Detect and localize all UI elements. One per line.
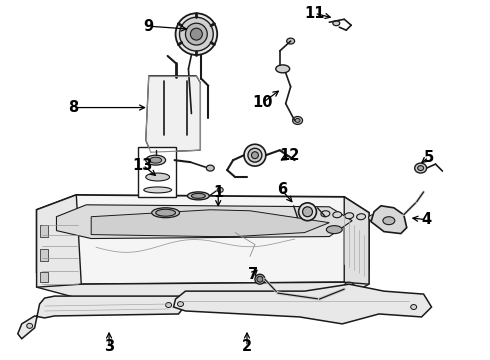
Bar [40,225,48,237]
Polygon shape [173,284,432,324]
Bar [40,272,48,282]
Ellipse shape [164,76,188,85]
Ellipse shape [298,203,317,221]
Polygon shape [37,195,81,287]
Ellipse shape [188,192,209,200]
Text: 6: 6 [277,183,287,197]
Text: 3: 3 [104,339,114,354]
Ellipse shape [150,157,162,163]
Ellipse shape [191,28,202,40]
Ellipse shape [417,166,424,171]
Ellipse shape [248,148,262,162]
Ellipse shape [383,217,395,225]
Ellipse shape [287,38,294,44]
Ellipse shape [295,118,300,122]
Ellipse shape [321,211,330,217]
Ellipse shape [192,193,205,198]
Text: 7: 7 [248,267,258,282]
Text: 4: 4 [421,212,432,227]
Ellipse shape [156,209,175,216]
Ellipse shape [185,23,207,45]
Ellipse shape [326,226,342,234]
Polygon shape [344,197,369,284]
Polygon shape [91,210,329,237]
Text: 2: 2 [242,339,252,354]
Ellipse shape [357,214,366,220]
Ellipse shape [345,213,354,219]
Ellipse shape [255,274,265,284]
Ellipse shape [152,208,179,218]
Ellipse shape [293,117,302,125]
Ellipse shape [175,13,217,55]
Text: 9: 9 [144,19,154,34]
Ellipse shape [333,212,342,218]
Text: 13: 13 [133,158,153,172]
Polygon shape [18,296,187,339]
Ellipse shape [146,173,170,181]
Text: 10: 10 [253,95,273,110]
Ellipse shape [26,323,33,328]
Ellipse shape [368,215,377,221]
Ellipse shape [344,282,354,290]
Ellipse shape [415,163,427,173]
Ellipse shape [146,155,166,165]
Text: 12: 12 [279,148,300,163]
Text: 11: 11 [304,6,325,21]
Polygon shape [146,76,200,152]
Polygon shape [37,195,369,284]
Ellipse shape [217,188,223,192]
Bar [40,249,48,261]
Ellipse shape [144,187,172,193]
Ellipse shape [276,65,290,73]
Text: 5: 5 [423,150,434,165]
Ellipse shape [206,165,214,171]
Polygon shape [37,269,369,299]
Ellipse shape [257,276,263,282]
Ellipse shape [380,216,390,222]
Bar [138,147,175,197]
Ellipse shape [302,207,313,217]
Ellipse shape [411,305,416,310]
Ellipse shape [244,144,266,166]
Text: 1: 1 [213,185,223,201]
Ellipse shape [179,17,213,51]
Ellipse shape [166,302,171,307]
Ellipse shape [164,131,188,140]
Ellipse shape [251,152,258,159]
Polygon shape [56,205,352,239]
Polygon shape [371,206,407,234]
Bar [164,81,188,135]
Text: 8: 8 [68,100,78,115]
Ellipse shape [177,302,183,306]
Ellipse shape [333,21,340,26]
